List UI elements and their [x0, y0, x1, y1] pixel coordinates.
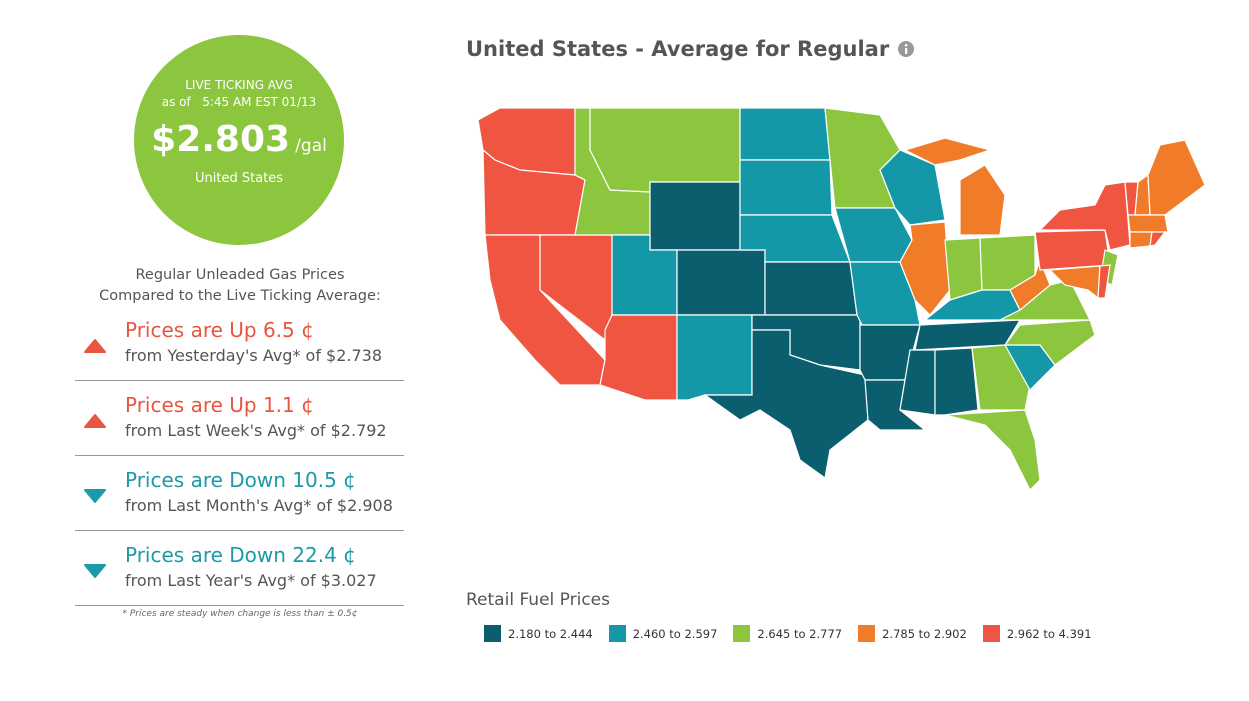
arrow-shape — [84, 489, 106, 503]
info-icon[interactable] — [897, 40, 915, 58]
state[interactable] — [959, 164, 1006, 236]
state[interactable] — [903, 137, 993, 166]
state[interactable] — [971, 344, 1031, 411]
footnote: * Prices are steady when change is less … — [122, 609, 358, 619]
state[interactable] — [1149, 231, 1167, 247]
direction-arrow — [84, 414, 106, 428]
comparison-row: Prices are Down 22.4 ¢ from Last Year's A… — [75, 543, 404, 606]
state[interactable] — [676, 314, 753, 401]
region: United States — [194, 171, 284, 186]
direction-arrow — [84, 489, 106, 503]
legend-swatch — [858, 625, 876, 642]
state[interactable] — [944, 409, 1041, 492]
state[interactable] — [879, 149, 946, 226]
state[interactable] — [1097, 264, 1111, 299]
arrow-shape — [84, 564, 106, 578]
state[interactable] — [1048, 265, 1101, 300]
timestamp: 5:45 AM EST 01/13 — [202, 95, 317, 109]
state[interactable] — [934, 347, 979, 416]
live-average-badge: LIVE TICKING AVG as of 5:45 AM EST 01/13… — [134, 35, 344, 245]
legend-item: 2.645 to 2.777 — [733, 625, 842, 642]
comparison-row: Prices are Up 1.1 ¢ from Last Week's Avg*… — [75, 393, 404, 456]
heading-line: Regular Unleaded Gas Prices — [135, 267, 345, 283]
state[interactable] — [1129, 231, 1153, 249]
legend-label: 2.785 to 2.902 — [882, 626, 967, 641]
state[interactable] — [599, 314, 678, 401]
state[interactable] — [764, 261, 858, 316]
legend-item: 2.785 to 2.902 — [858, 625, 967, 642]
map-title-text: United States - Average for Regular — [466, 37, 890, 61]
state[interactable] — [899, 221, 951, 316]
legend-item: 2.460 to 2.597 — [608, 625, 718, 642]
legend-swatch — [733, 625, 751, 642]
direction-arrow — [84, 564, 106, 578]
legend-swatch — [484, 625, 501, 642]
state[interactable] — [1147, 139, 1206, 216]
detail: from Yesterday's Avg* of $2.738 — [125, 346, 383, 365]
state[interactable] — [1127, 214, 1169, 233]
state[interactable] — [739, 107, 831, 161]
badge-label: LIVE TICKING AVG — [185, 78, 293, 92]
comparison-heading: Regular Unleaded Gas Prices Compared to … — [40, 265, 440, 307]
state[interactable] — [703, 329, 869, 480]
us-map — [477, 107, 1206, 492]
state[interactable] — [899, 349, 936, 416]
legend-swatch — [608, 625, 626, 642]
legend-label: 2.645 to 2.777 — [757, 626, 843, 641]
legend-item: 2.962 to 4.391 — [982, 625, 1092, 642]
heading-line: Compared to the Live Ticking Average: — [99, 288, 381, 304]
state[interactable] — [1003, 319, 1096, 366]
state[interactable] — [944, 237, 983, 301]
state[interactable] — [676, 249, 766, 316]
state[interactable] — [649, 181, 741, 251]
map-title: United States - Average for Regular — [466, 37, 915, 61]
legend-title: Retail Fuel Prices — [466, 590, 610, 610]
as-of: as of — [161, 95, 191, 109]
detail: from Last Month's Avg* of $2.908 — [125, 496, 393, 515]
arrow-shape — [84, 339, 106, 353]
legend-label: 2.460 to 2.597 — [632, 626, 718, 641]
legend-label: 2.180 to 2.444 — [508, 626, 593, 641]
state[interactable] — [739, 159, 833, 216]
arrow-shape — [84, 414, 106, 428]
state[interactable] — [999, 279, 1091, 321]
change: Prices are Down 22.4 ¢ — [125, 543, 356, 567]
unit: /gal — [295, 136, 327, 156]
state[interactable] — [589, 107, 741, 193]
change: Prices are Up 6.5 ¢ — [125, 318, 314, 342]
comparison-row: Prices are Up 6.5 ¢ from Yesterday's Avg*… — [75, 318, 404, 381]
state[interactable] — [1034, 229, 1111, 271]
comparison-row: Prices are Down 10.5 ¢ from Last Month's … — [75, 468, 404, 531]
legend: 2.180 to 2.444 2.460 to 2.597 2.645 to 2.7… — [484, 625, 1108, 642]
change: Prices are Down 10.5 ¢ — [125, 468, 356, 492]
state[interactable] — [1009, 258, 1051, 311]
legend-swatch — [982, 625, 1000, 642]
detail: from Last Week's Avg* of $2.792 — [125, 421, 387, 440]
change: Prices are Up 1.1 ¢ — [125, 393, 314, 417]
direction-arrow — [84, 339, 106, 353]
legend-item: 2.180 to 2.444 — [484, 625, 593, 642]
detail: from Last Year's Avg* of $3.027 — [125, 571, 377, 590]
price: $2.803 — [151, 119, 291, 160]
legend-label: 2.962 to 4.391 — [1006, 626, 1092, 641]
